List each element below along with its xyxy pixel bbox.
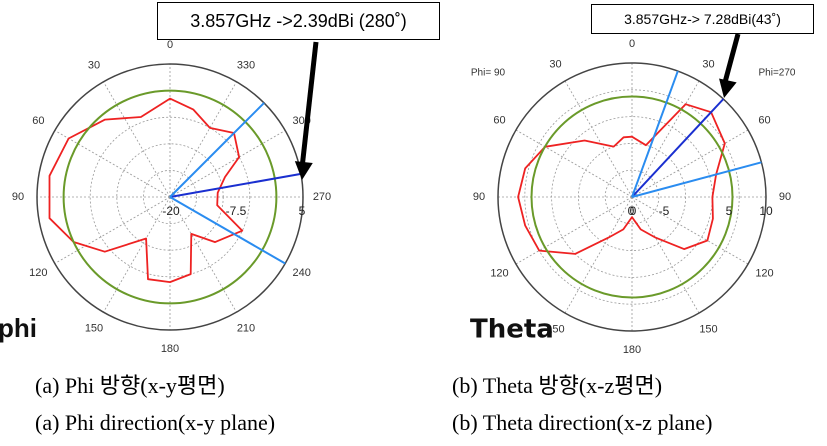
phi-peak-callout: 3.857GHz ->2.39dBi (280˚) [157,2,440,40]
theta-direction-line [631,70,679,198]
phi-direction-line [169,196,286,265]
phi-angle-tick-label: 180 [161,343,179,355]
phi-reference-circle [62,89,278,305]
phi-angle-tick-label: 90 [12,191,24,203]
phi-angle-tick-label: 60 [32,115,44,127]
theta-angle-tick-label: 30 [702,58,714,70]
theta-radial-tick-label: 0 [630,204,637,218]
phi-outer-ring [36,63,304,331]
theta-angle-tick-label: 120 [490,267,508,279]
phi-angle-tick-label: 210 [237,323,255,335]
theta-reference-circle [530,95,734,299]
theta-corner-label: Phi= 90 [471,68,506,79]
phi-angle-tick-label: 240 [292,267,310,279]
theta-callout-arrow [721,33,741,87]
phi-angle-tick-label: 270 [313,191,331,203]
theta-angle-tick-label: 60 [758,114,770,126]
phi-radial-tick-label: 5 [299,204,306,218]
phi-callout-arrow [299,41,319,169]
theta-direction-line [631,161,762,198]
theta-radial-tick-label: 0 [628,204,635,218]
theta-direction-line [631,98,725,198]
theta-radial-tick-label: 5 [726,204,733,218]
caption-a-korean: (a) Phi 방향(x-y평면) [35,373,225,398]
theta-angle-tick-label: 0 [629,38,635,50]
phi-grid-spoke [54,196,171,264]
phi-gain-pattern [48,97,244,283]
theta-grid-ring [604,169,660,225]
theta-radial-tick-label: -5 [659,204,670,218]
phi-direction-line [169,102,265,198]
theta-grid-spoke [515,129,633,198]
theta-angle-tick-label: 180 [623,344,641,356]
phi-grid-ring [142,169,197,224]
theta-grid-spoke [564,196,633,314]
theta-grid-ring [524,89,740,305]
caption-b-korean: (b) Theta 방향(x-z평면) [452,373,663,398]
theta-outer-ring [497,62,767,332]
theta-corner-label: Phi=270 [759,68,796,79]
theta-grid-spoke [631,80,700,198]
caption-a-english: (a) Phi direction(x-y plane) [35,410,276,435]
phi-angle-tick-label: 330 [237,59,255,71]
theta-peak-callout: 3.857GHz-> 7.28dBi(43˚) [591,4,814,34]
phi-radial-tick-label: -7.5 [226,204,247,218]
theta-angle-tick-label: 30 [549,58,561,70]
theta-angle-tick-label: 90 [779,191,791,203]
phi-callout-arrowhead [294,161,313,180]
phi-angle-tick-label: 30 [88,59,100,71]
phi-panel-label: phi [0,313,37,343]
phi-grid-spoke [103,81,171,198]
phi-grid-ring [89,116,251,278]
theta-angle-tick-label: 150 [546,323,564,335]
theta-panel-label: Theta [470,315,554,345]
theta-angle-tick-label: 120 [755,267,773,279]
phi-angle-tick-label: 120 [29,267,47,279]
phi-angle-tick-label: 0 [167,39,173,51]
theta-grid-spoke [631,129,749,198]
phi-direction-line [169,172,302,198]
phi-grid-spoke [103,196,171,313]
theta-angle-tick-label: 60 [493,114,505,126]
theta-radial-tick-label: 10 [759,204,773,218]
phi-angle-tick-label: 150 [85,323,103,335]
theta-callout-arrowhead [719,78,737,98]
phi-radial-tick-label: -20 [162,204,180,218]
theta-angle-tick-label: 90 [473,191,485,203]
caption-b-english: (b) Theta direction(x-z plane) [452,410,713,435]
phi-grid-spoke [54,130,171,198]
theta-angle-tick-label: 150 [699,323,717,335]
